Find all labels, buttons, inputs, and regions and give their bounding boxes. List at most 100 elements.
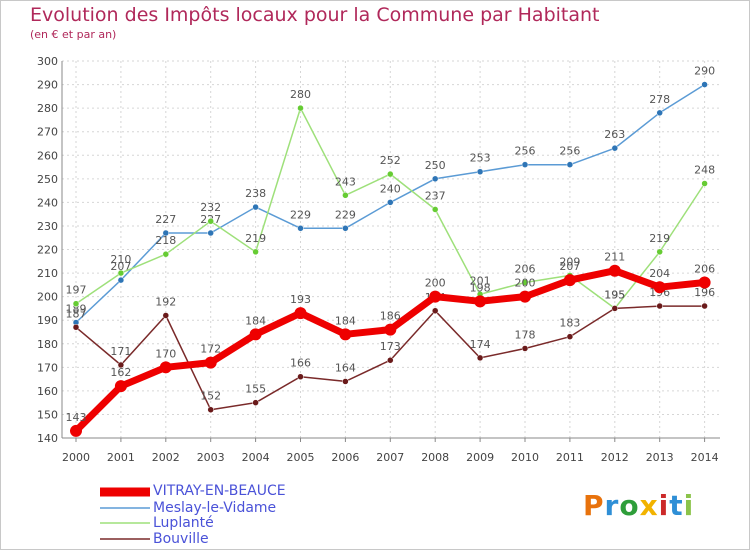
data-label-vitray-en-beauce: 200 (425, 277, 446, 290)
data-point-luplant- (342, 192, 349, 199)
data-point-luplant- (521, 279, 529, 286)
legend-label-vitray: VITRAY-EN-BEAUCE (153, 483, 286, 499)
data-point-luplant- (387, 170, 394, 178)
plot-area (62, 61, 720, 438)
data-label-meslay-le-vidame: 263 (604, 128, 625, 141)
y-tick-label: 180 (37, 338, 58, 351)
data-point-luplant- (431, 206, 439, 213)
data-label-luplant-: 206 (515, 262, 536, 275)
data-label-vitray-en-beauce: 172 (200, 343, 221, 356)
data-point-vitray-en-beauce (653, 281, 666, 294)
data-point-vitray-en-beauce (563, 274, 576, 287)
y-tick-label: 290 (37, 79, 58, 92)
y-tick-label: 140 (37, 432, 58, 445)
data-label-meslay-le-vidame: 256 (559, 145, 580, 158)
data-point-vitray-en-beauce (204, 356, 217, 369)
data-point-bouville (252, 399, 259, 406)
data-label-meslay-le-vidame: 250 (425, 159, 446, 172)
y-tick-label: 200 (37, 291, 58, 304)
data-point-bouville (162, 312, 170, 319)
data-point-vitray-en-beauce (159, 361, 172, 374)
data-label-meslay-le-vidame: 229 (290, 208, 311, 221)
x-tick-label: 2007 (376, 451, 404, 464)
x-tick-label: 2002 (152, 451, 180, 464)
y-tick-label: 170 (37, 361, 58, 374)
x-tick-label: 2001 (107, 451, 135, 464)
data-label-bouville: 192 (155, 295, 176, 308)
logo-letter: P (583, 489, 605, 522)
x-tick-label: 2013 (646, 451, 674, 464)
x-tick-label: 2006 (331, 451, 359, 464)
data-label-bouville: 171 (110, 345, 131, 358)
x-tick-label: 2010 (511, 451, 539, 464)
logo-letter: i (658, 489, 670, 522)
data-point-bouville (207, 406, 214, 413)
y-tick-label: 250 (37, 173, 58, 186)
chart-subtitle: (en € et par an) (30, 28, 117, 41)
data-point-meslay-le-vidame (476, 168, 484, 175)
legend-label-luplante: Luplanté (153, 515, 214, 531)
data-label-bouville: 187 (66, 307, 87, 320)
data-label-luplant-: 237 (425, 189, 446, 202)
x-tick-label: 2014 (691, 451, 719, 464)
data-label-vitray-en-beauce: 162 (110, 366, 131, 379)
data-label-meslay-le-vidame: 189 (66, 303, 87, 316)
data-point-luplant- (117, 269, 125, 277)
data-point-vitray-en-beauce (384, 323, 397, 336)
data-point-meslay-le-vidame (342, 225, 349, 232)
y-tick-label: 270 (37, 126, 58, 139)
data-point-luplant- (297, 104, 304, 112)
data-label-meslay-le-vidame: 227 (155, 213, 176, 226)
data-point-meslay-le-vidame (297, 225, 304, 232)
data-label-bouville: 152 (200, 390, 221, 403)
logo-letter: r (604, 489, 620, 522)
data-label-vitray-en-beauce: 170 (155, 347, 176, 360)
data-label-vitray-en-beauce: 184 (335, 314, 356, 327)
data-point-bouville (701, 302, 708, 310)
data-label-luplant-: 201 (470, 274, 491, 287)
data-label-luplant-: 243 (335, 175, 356, 188)
data-label-bouville: 196 (694, 286, 715, 299)
data-point-vitray-en-beauce (70, 424, 82, 437)
data-label-meslay-le-vidame: 278 (649, 93, 670, 106)
data-label-vitray-en-beauce: 184 (245, 314, 266, 327)
data-point-luplant- (72, 300, 80, 307)
data-label-vitray-en-beauce: 211 (604, 251, 625, 264)
data-label-meslay-le-vidame: 229 (335, 208, 356, 221)
data-point-bouville (566, 333, 574, 340)
data-point-vitray-en-beauce (429, 290, 442, 303)
data-label-luplant-: 218 (155, 234, 176, 247)
data-label-bouville: 166 (290, 357, 311, 370)
y-tick-label: 260 (37, 149, 58, 162)
x-tick-label: 2011 (556, 451, 584, 464)
logo-letter: x (639, 489, 659, 522)
y-tick-label: 190 (37, 314, 58, 327)
data-label-vitray-en-beauce: 206 (694, 262, 715, 275)
data-label-bouville: 178 (515, 328, 536, 341)
data-point-vitray-en-beauce (698, 276, 711, 289)
y-tick-label: 220 (37, 244, 58, 257)
data-point-luplant- (701, 180, 708, 187)
data-label-luplant-: 219 (649, 232, 670, 245)
data-label-meslay-le-vidame: 290 (694, 65, 715, 78)
logo-letter: o (619, 489, 640, 522)
data-label-luplant-: 232 (200, 201, 221, 214)
data-point-meslay-le-vidame (431, 175, 439, 183)
data-label-bouville: 174 (470, 338, 491, 351)
data-point-meslay-le-vidame (701, 81, 708, 88)
data-label-luplant-: 197 (66, 284, 87, 297)
data-point-luplant- (207, 217, 214, 225)
x-tick-label: 2004 (242, 451, 270, 464)
logo-letter: i (683, 489, 695, 522)
legend-label-meslay: Meslay-le-Vidame (153, 500, 277, 516)
x-tick-label: 2009 (466, 451, 494, 464)
data-point-vitray-en-beauce (249, 328, 262, 341)
x-tick-label: 2008 (421, 451, 449, 464)
data-label-bouville: 183 (559, 317, 580, 330)
data-point-bouville (117, 361, 125, 369)
data-label-meslay-le-vidame: 256 (515, 145, 536, 158)
x-tick-label: 2000 (62, 451, 90, 464)
data-label-vitray-en-beauce: 207 (559, 260, 580, 273)
data-point-bouville (297, 373, 304, 380)
